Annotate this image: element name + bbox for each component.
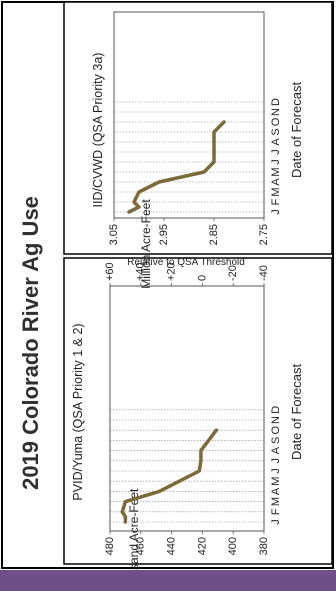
chart1-secondary-axis-label: Relative to QSA Threshold (127, 257, 245, 268)
chart1-y-tick-label: 440 (166, 537, 178, 555)
chart1-x-tick-label: F (270, 508, 282, 515)
chart1-x-tick-label: O (270, 425, 282, 434)
chart2-x-tick-label: N (270, 108, 282, 116)
chart1-x-axis-label: Date of Forecast (289, 364, 304, 460)
chart1-secondary-tick-label: +60 (104, 262, 116, 281)
chart1-series-line (120, 428, 219, 524)
chart1-x-tick-label: D (270, 406, 282, 414)
chart1-secondary-tick-label: 0 (196, 275, 208, 281)
chart2-title: IID/CVWD (QSA Priority 3a) (91, 53, 105, 208)
chart1-x-tick-label: A (270, 446, 282, 454)
chart1-x-tick-label: M (270, 477, 282, 486)
chart2-x-axis-label: Date of Forecast (289, 82, 304, 178)
chart2-x-tick-label: M (270, 187, 282, 196)
chart2-y-tick-label: 2.95 (158, 224, 170, 245)
chart1-x-tick-label: J (270, 468, 282, 474)
chart2-x-tick-label: D (270, 98, 282, 106)
panel-pvid-yuma (63, 257, 333, 565)
chart1-x-tick-label: S (270, 437, 282, 444)
chart1-secondary-tick-label: +40 (135, 262, 147, 281)
chart2-x-tick-label: A (270, 138, 282, 146)
chart1-secondary-tick-label: -20 (227, 265, 239, 281)
chart2-y-axis-label: Million Acre-Feet (139, 199, 153, 289)
chart1-y-axis-label: Thousand Acre-Feet (127, 488, 141, 591)
chart2-x-tick-label: J (270, 209, 282, 215)
chart2-x-tick-label: A (270, 178, 282, 186)
chart1-x-tick-label: M (270, 497, 282, 506)
chart2-x-tick-label: J (270, 149, 282, 155)
chart2-x-tick-label: M (270, 167, 282, 176)
chart1-x-tick-label: A (270, 487, 282, 495)
chart2-x-tick-label: O (270, 117, 282, 126)
chart2-plot-border (113, 11, 265, 219)
chart2-y-tick-label: 3.05 (108, 224, 120, 245)
chart1-y-tick-label: 400 (227, 537, 239, 555)
chart2-y-tick-label: 2.75 (258, 224, 270, 245)
chart2-y-tick-label: 2.85 (208, 224, 220, 245)
chart1-secondary-tick-label: +20 (166, 262, 178, 281)
chart1-y-tick-label: 480 (104, 537, 116, 555)
chart1-y-tick-label: 380 (258, 537, 270, 555)
page-title: 2019 Colorado River Ag Use (18, 196, 43, 490)
chart2-series-line (127, 120, 226, 214)
chart2-x-tick-label: S (270, 128, 282, 135)
chart1-x-tick-label: J (270, 519, 282, 525)
panel-iid-cvwd (63, 1, 333, 255)
chart1-plot-border (109, 285, 265, 532)
chart1-x-tick-label: N (270, 416, 282, 424)
chart1-secondary-tick-label: -40 (258, 265, 270, 281)
chart1-title: PVID/Yuma (QSA Priority 1 & 2) (71, 323, 85, 500)
chart1-y-tick-label: 460 (135, 537, 147, 555)
chart2-x-tick-label: J (270, 159, 282, 165)
chart2-x-tick-label: F (270, 198, 282, 205)
chart1-y-tick-label: 420 (196, 537, 208, 555)
chart1-x-tick-label: J (270, 458, 282, 464)
bottom-accent-band (0, 570, 336, 591)
